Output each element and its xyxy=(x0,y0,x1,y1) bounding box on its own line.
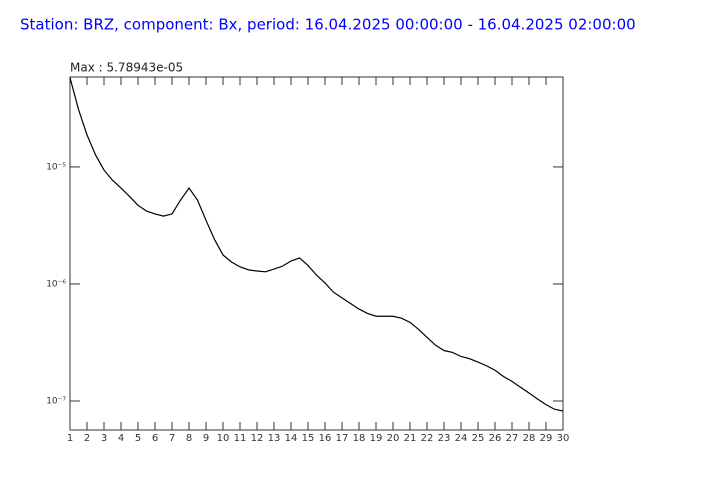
y-tick-label: 10⁻⁷ xyxy=(46,396,66,406)
x-tick-label: 25 xyxy=(472,433,485,444)
chart-title: Station: BRZ, component: Bx, period: 16.… xyxy=(20,16,636,34)
x-tick-label: 24 xyxy=(455,433,468,444)
x-tick-label: 11 xyxy=(234,433,247,444)
x-tick-label: 15 xyxy=(302,433,315,444)
x-tick-label: 18 xyxy=(353,433,366,444)
x-tick-label: 10 xyxy=(217,433,230,444)
x-tick-label: 20 xyxy=(387,433,400,444)
y-tick-label: 10⁻⁵ xyxy=(46,162,66,172)
x-tick-label: 28 xyxy=(523,433,536,444)
x-tick-label: 4 xyxy=(118,433,124,444)
x-tick-label: 21 xyxy=(404,433,417,444)
x-tick-label: 7 xyxy=(169,433,175,444)
x-tick-label: 27 xyxy=(506,433,519,444)
x-tick-label: 29 xyxy=(540,433,553,444)
y-tick-label: 10⁻⁶ xyxy=(46,279,66,289)
x-tick-label: 30 xyxy=(557,433,570,444)
x-tick-label: 22 xyxy=(421,433,434,444)
x-tick-label: 5 xyxy=(135,433,141,444)
x-tick-label: 2 xyxy=(84,433,90,444)
x-tick-label: 26 xyxy=(489,433,502,444)
annotation: Max : 5.78943e-05 xyxy=(70,61,183,75)
x-tick-label: 23 xyxy=(438,433,451,444)
plot-frame xyxy=(69,76,564,431)
x-tick-label: 17 xyxy=(336,433,349,444)
x-tick-label: 12 xyxy=(251,433,264,444)
x-tick-label: 9 xyxy=(203,433,209,444)
x-tick-label: 19 xyxy=(370,433,383,444)
data-line xyxy=(69,77,564,412)
x-tick-label: 6 xyxy=(152,433,158,444)
x-tick-label: 8 xyxy=(186,433,192,444)
x-tick-label: 3 xyxy=(101,433,107,444)
x-tick-label: 1 xyxy=(67,433,73,444)
x-tick-label: 13 xyxy=(268,433,281,444)
x-tick-label: 16 xyxy=(319,433,332,444)
x-tick-label: 14 xyxy=(285,433,298,444)
